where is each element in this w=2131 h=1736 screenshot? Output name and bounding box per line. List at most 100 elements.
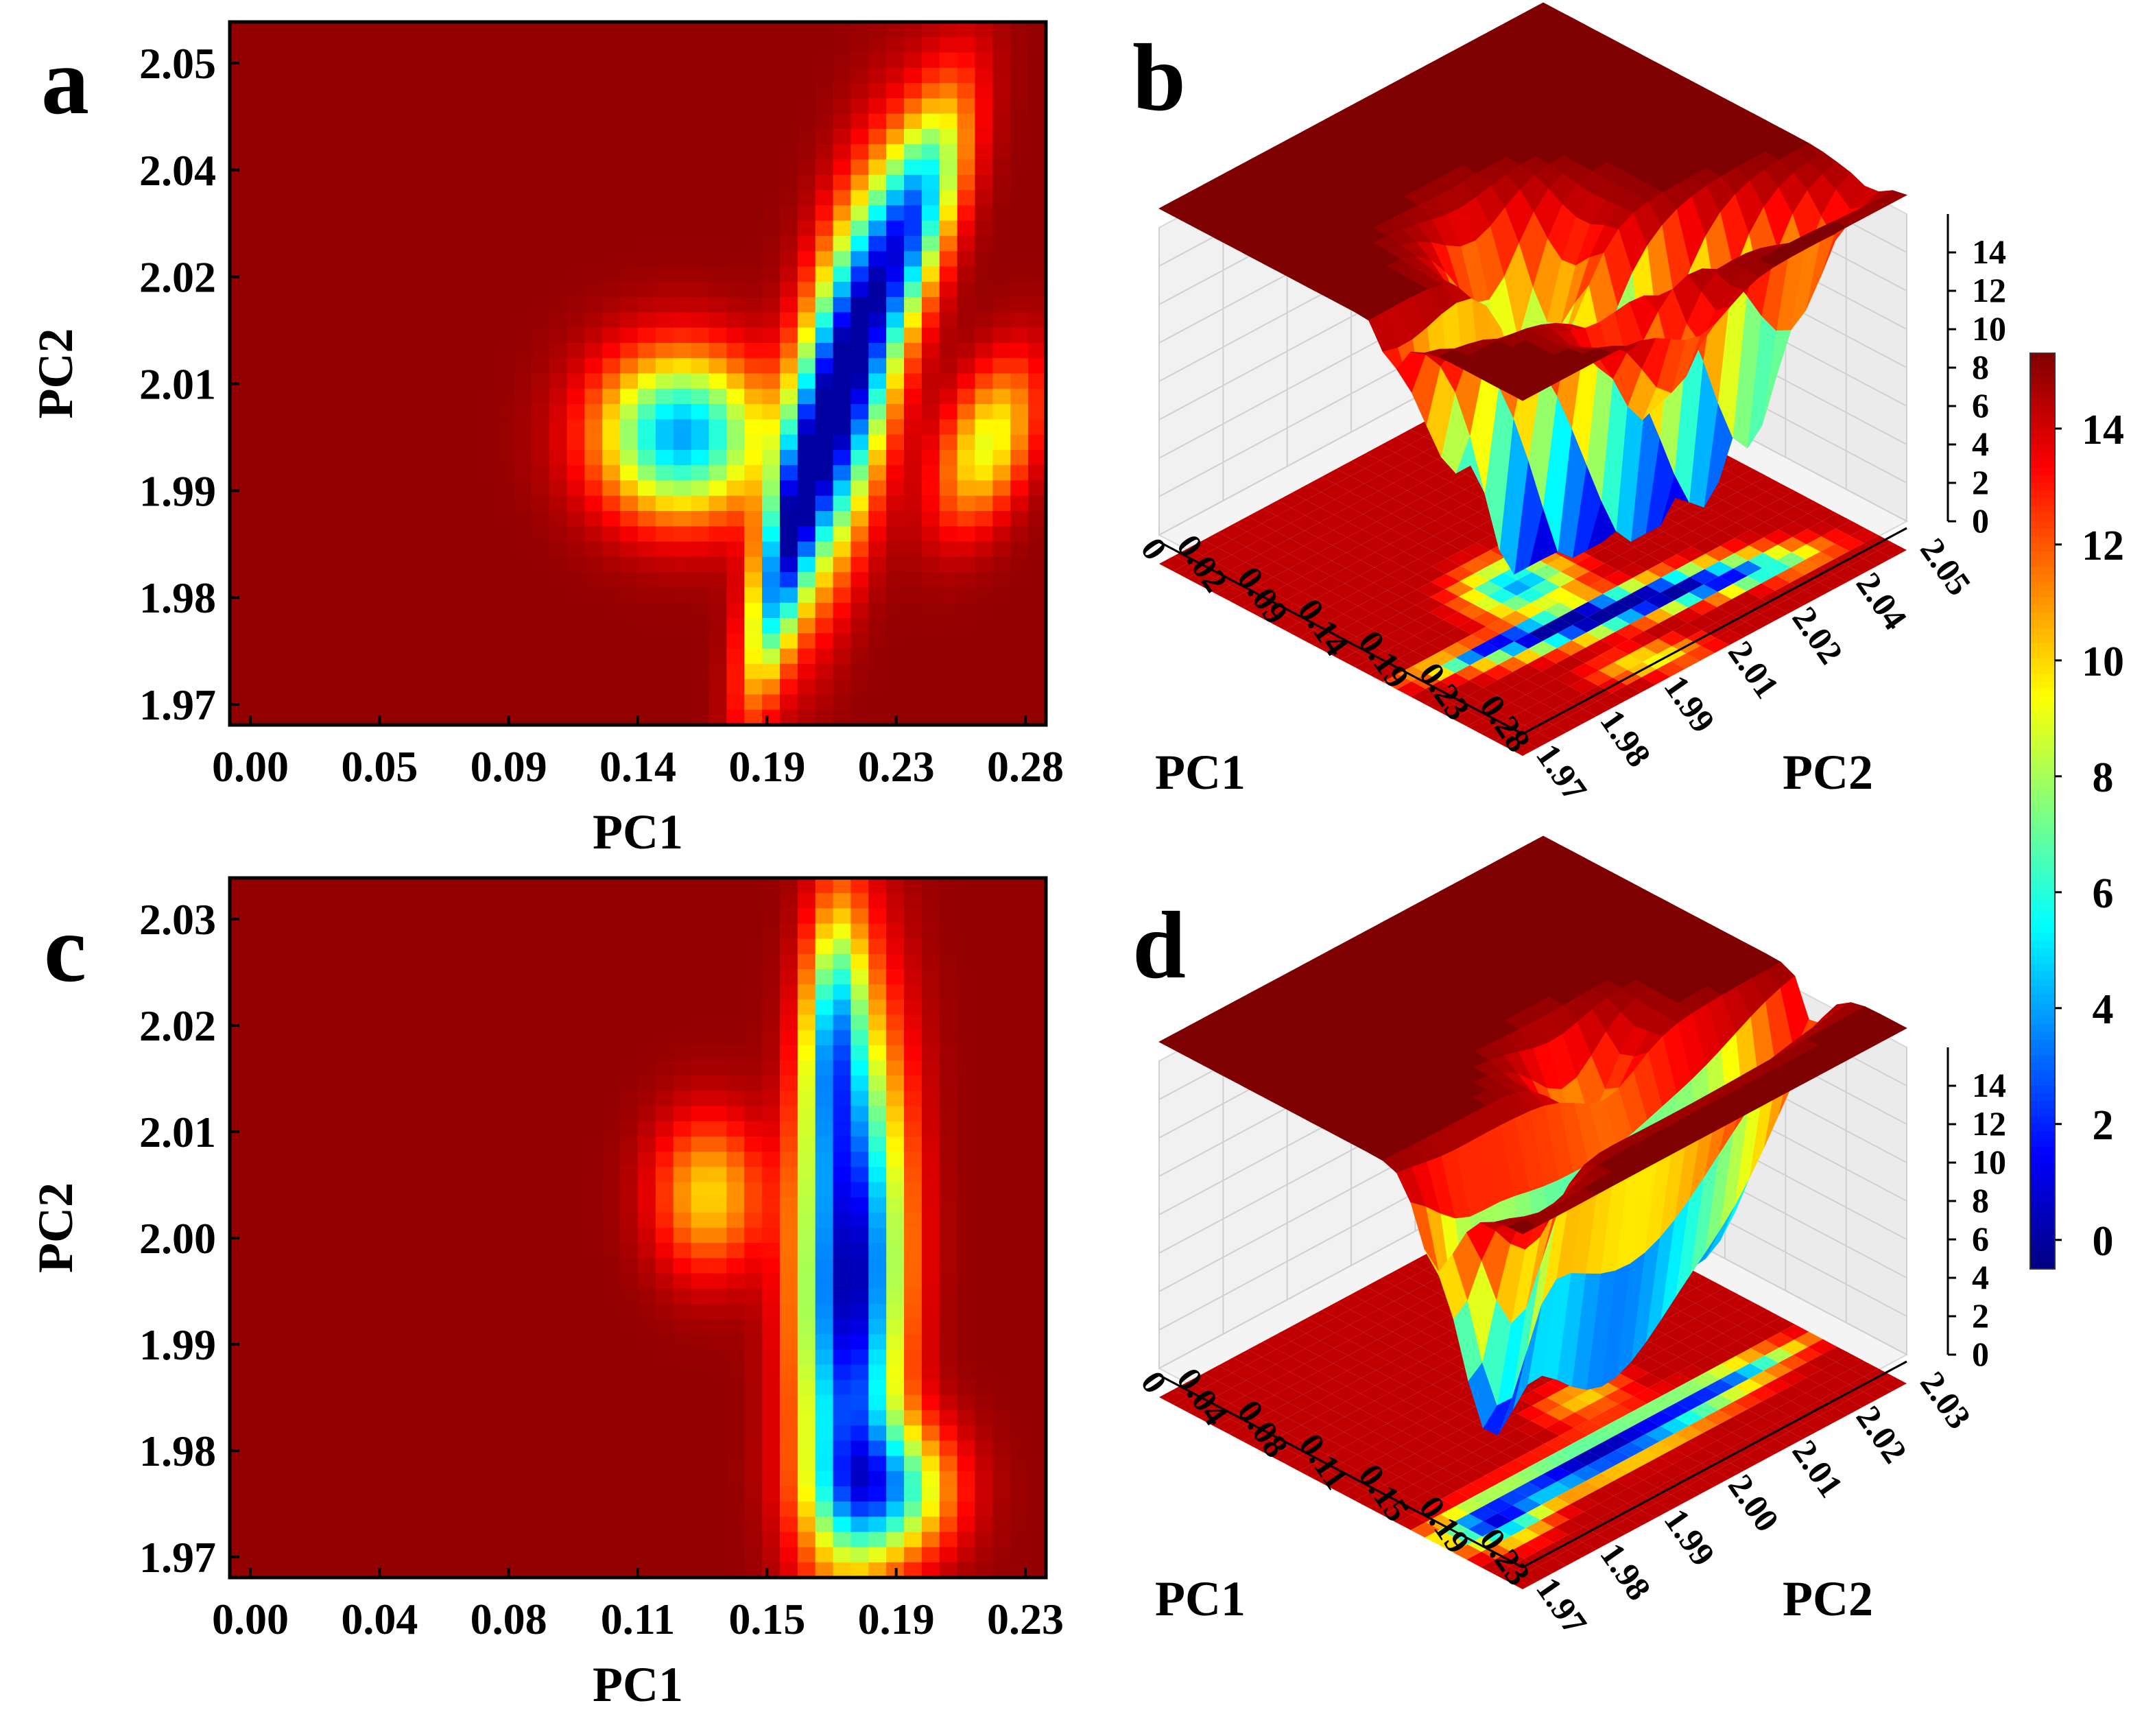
heatmap-cell: [354, 1303, 372, 1320]
heatmap-cell: [992, 1471, 1012, 1487]
floor-contour-cell: [1407, 467, 1437, 483]
heatmap-cell: [815, 969, 834, 986]
x-tick-label: 0.15: [728, 1595, 805, 1643]
heatmap-cell: [975, 1136, 994, 1152]
heatmap-cell: [620, 128, 639, 145]
heatmap-cell: [425, 1319, 444, 1335]
heatmap-cell: [531, 908, 550, 925]
heatmap-cell: [620, 83, 639, 99]
heatmap-cell: [407, 419, 426, 436]
heatmap-cell: [513, 266, 532, 283]
heatmap-cell: [230, 159, 248, 176]
heatmap-cell: [957, 434, 976, 451]
heatmap-cell: [496, 1455, 514, 1472]
floor-contour-cell: [1821, 528, 1850, 544]
heatmap-cell: [513, 1258, 532, 1274]
floor-contour-cell: [1409, 436, 1438, 452]
heatmap-cell: [407, 235, 426, 252]
heatmap-cell: [460, 373, 479, 390]
heatmap-cell: [389, 893, 408, 909]
heatmap-cell: [815, 572, 834, 588]
heatmap-cell: [247, 587, 266, 604]
heatmap-cell: [478, 373, 497, 390]
heatmap-cell: [975, 1197, 994, 1213]
heatmap-cell: [318, 480, 337, 497]
heatmap-cell: [567, 1379, 586, 1396]
heatmap-cell: [638, 220, 656, 237]
heatmap-cell: [957, 480, 976, 497]
floor-contour-cell: [1385, 613, 1415, 628]
heatmap-cell: [300, 495, 320, 512]
heatmap-cell: [265, 1091, 284, 1107]
heatmap-cell: [549, 1319, 568, 1335]
heatmap-cell: [1028, 174, 1047, 191]
heatmap-cell: [957, 465, 976, 481]
heatmap-cell: [318, 633, 337, 650]
heatmap-cell: [833, 1562, 852, 1578]
heatmap-cell: [726, 1106, 746, 1122]
heatmap-cell: [496, 709, 514, 726]
heatmap-cell: [371, 541, 390, 558]
floor-contour-cell: [1676, 546, 1706, 562]
floor-contour-cell: [1231, 547, 1261, 562]
heatmap-cell: [886, 969, 905, 986]
heatmap-cell: [247, 999, 266, 1016]
heatmap-cell: [691, 1562, 710, 1578]
floor-contour-cell: [1259, 561, 1289, 578]
heatmap-cell: [620, 953, 639, 970]
heatmap-cell: [992, 602, 1012, 619]
heatmap-cell: [425, 1045, 444, 1061]
heatmap-cell: [620, 251, 639, 267]
heatmap-cell: [886, 679, 905, 695]
heatmap-cell: [850, 1136, 870, 1152]
floor-contour-cell: [1704, 561, 1734, 577]
heatmap-cell: [442, 495, 462, 512]
heatmap-cell: [833, 281, 852, 298]
heatmap-cell: [850, 1258, 870, 1274]
heatmap-cell: [992, 999, 1012, 1016]
heatmap-cell: [531, 1030, 550, 1046]
heatmap-cell: [709, 373, 728, 390]
floor-contour-cell: [1643, 623, 1673, 639]
heatmap-cell: [1010, 22, 1029, 38]
heatmap-cell: [247, 22, 266, 38]
heatmap-cell: [602, 969, 621, 986]
heatmap-cell: [584, 923, 604, 940]
heatmap-cell: [779, 67, 798, 84]
heatmap-cell: [247, 969, 266, 986]
heatmap-cell: [850, 144, 870, 160]
heatmap-cell: [265, 281, 284, 298]
heatmap-cell: [886, 419, 905, 436]
heatmap-cell: [833, 1167, 852, 1183]
heatmap-cell: [797, 1121, 816, 1137]
y-tick-label: 2.01: [139, 1108, 216, 1156]
heatmap-cell: [992, 388, 1012, 405]
heatmap-cell: [975, 556, 994, 573]
heatmap-cell: [904, 83, 922, 99]
heatmap-cell: [886, 342, 905, 359]
heatmap-cell: [389, 1501, 408, 1518]
floor-contour-cell: [1187, 555, 1217, 571]
heatmap-cell: [904, 1106, 922, 1122]
heatmap-cell: [726, 190, 746, 206]
heatmap-cell: [726, 969, 746, 986]
heatmap-cell: [407, 1228, 426, 1244]
floor-contour-cell: [1396, 681, 1426, 697]
heatmap-cell: [265, 1228, 284, 1244]
heatmap-cell: [318, 953, 337, 970]
heatmap-cell: [371, 465, 390, 481]
heatmap-cell: [957, 67, 976, 84]
heatmap-cell: [496, 1258, 514, 1274]
heatmap-cell: [1010, 1394, 1029, 1411]
heatmap-cell: [850, 37, 870, 53]
heatmap-cell: [460, 1547, 479, 1563]
heatmap-cell: [797, 159, 816, 176]
heatmap-cell: [336, 1288, 355, 1305]
heatmap-cell: [779, 1273, 798, 1289]
heatmap-cell: [531, 174, 550, 191]
heatmap-cell: [762, 1030, 781, 1046]
heatmap-cell: [602, 220, 621, 237]
heatmap-cell: [318, 526, 337, 543]
heatmap-cell: [886, 1014, 905, 1031]
heatmap-cell: [921, 251, 940, 267]
